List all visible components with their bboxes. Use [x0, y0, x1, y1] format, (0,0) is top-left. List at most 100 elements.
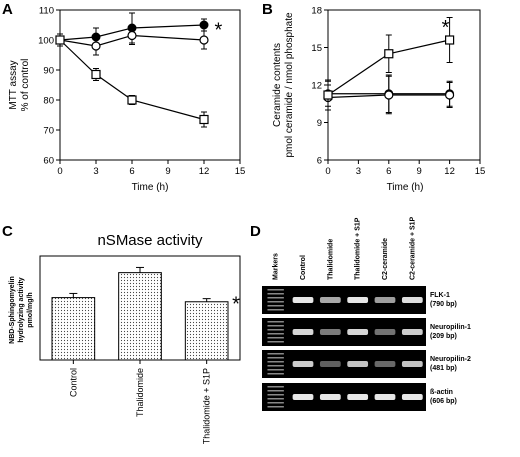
b-series-2-point-2 — [445, 35, 455, 45]
gel-row-0-band-0 — [292, 297, 314, 303]
b-series-2-point-0 — [323, 90, 333, 100]
a-series-1-point-2 — [127, 30, 137, 41]
a-series-2-point-3 — [199, 114, 209, 125]
a-series-2-point-0 — [55, 35, 65, 45]
gel-row-1-ladder-5 — [267, 341, 284, 343]
gel-row-3-ladder-4 — [267, 402, 284, 404]
gel-row-1-band-4 — [401, 329, 423, 335]
gel-row-1-size: (209 bp) — [430, 333, 457, 340]
gel-row-1-band-3 — [374, 329, 396, 335]
b-series-2-point-1 — [384, 49, 394, 59]
gel-row-3-size: (606 bp) — [430, 398, 457, 405]
a-ytick-label-1: 70 — [43, 126, 54, 137]
c-bar-2 — [184, 301, 229, 361]
gel-row-3-band-3 — [374, 394, 396, 400]
panel-label-d: D — [250, 223, 261, 240]
gel-row-3-ladder-1 — [267, 390, 284, 392]
chart-a-plot: 60 70 80 90 100 110 0 3 6 9 12 15 — [38, 6, 245, 178]
gel-lane-label-1: Control — [300, 255, 307, 280]
gel-row-2-ladder-3 — [267, 365, 284, 367]
gel-row-3-ladder-0 — [267, 386, 284, 388]
chart-c-title: nSMase activity — [97, 232, 203, 249]
b-xtick-label-2: 6 — [386, 166, 391, 177]
gel-row-2-ladder-1 — [267, 357, 284, 359]
c-category-label-0: Control — [68, 368, 78, 397]
b-xtick-label-0: 0 — [325, 166, 330, 177]
gel-row-3-ladder-3 — [267, 398, 284, 400]
a-series-1-line — [59, 34, 205, 47]
gel-row-2-band-2 — [347, 361, 369, 367]
a-series-1-point-3 — [199, 35, 209, 45]
gel-lane-label-3: Thalidomide + S1P — [355, 217, 362, 280]
a-ytick-label-4: 100 — [38, 36, 54, 47]
gel-row-0-ladder-0 — [267, 289, 284, 291]
chart-c-plot: Control Thalidomide Thalidomide + S1P — [39, 255, 241, 444]
a-xtick-label-5: 15 — [235, 166, 246, 177]
chart-c: nSMase activity Control Thalidomide Thalid… — [9, 232, 241, 444]
panel-label-c: C — [2, 223, 13, 240]
c-bar-0 — [51, 297, 96, 361]
chart-b-ylabel-line-2: pmol ceramide / nmol phosphate — [284, 12, 295, 158]
chart-b-ylabel-line-1: Ceramide contents — [272, 43, 283, 127]
chart-c-ylabel-line-3: pmol/mg/h — [27, 292, 34, 327]
gel-row-2-panel — [262, 350, 426, 378]
b-series-1-point-1 — [384, 90, 394, 100]
chart-c-ylabel-line-2: hydrolyzing activity — [18, 277, 25, 342]
a-ytick-label-0: 60 — [43, 156, 54, 167]
gel-row-0-label: FLK-1 — [430, 292, 450, 299]
gel-lane-label-0: Markers — [273, 253, 280, 280]
b-xtick-label-3: 9 — [417, 166, 422, 177]
gel-row-0-ladder-5 — [267, 309, 284, 311]
gel-row-3-ladder-2 — [267, 394, 284, 396]
gel-row-3-ladder-5 — [267, 406, 284, 408]
gel-row-0-band-1 — [319, 297, 341, 303]
gel-row-1-band-2 — [347, 329, 369, 335]
gel-row-1-ladder-3 — [267, 333, 284, 335]
c-category-label-2: Thalidomide + S1P — [202, 368, 212, 444]
b-ytick-label-0: 6 — [317, 156, 322, 167]
gel-row-0-band-3 — [374, 297, 396, 303]
chart-a-annotation: * — [215, 20, 223, 42]
b-xtick-label-4: 12 — [444, 166, 455, 177]
a-ytick-label-3: 90 — [43, 66, 54, 77]
chart-c-ylabel-line-1: NBD-Sphingomyelin — [9, 276, 16, 344]
a-series-0-point-3 — [199, 20, 209, 30]
gel-row-1-label: Neuropilin-1 — [430, 324, 471, 331]
chart-a-ylabel-line-2: % of control — [20, 59, 31, 112]
a-series-1-point-1 — [91, 41, 101, 51]
gel-lane-label-4: C2-ceramide — [382, 238, 389, 280]
gel-row-0-size: (790 bp) — [430, 301, 457, 308]
gel-row-0-ladder-2 — [267, 297, 284, 299]
gel-row-0-ladder-4 — [267, 305, 284, 307]
a-series-2-point-1 — [91, 69, 101, 80]
b-frame — [327, 9, 481, 161]
chart-b-plot: 6 9 12 15 18 0 3 6 9 12 15 — [311, 6, 485, 178]
gel-row-2-band-1 — [319, 361, 341, 367]
a-xtick-label-3: 9 — [165, 166, 170, 177]
gel-row-2-size: (481 bp) — [430, 365, 457, 372]
a-xtick-label-0: 0 — [57, 166, 62, 177]
a-xtick-label-4: 12 — [199, 166, 210, 177]
gel-row-3-label: ß-actin — [430, 389, 453, 396]
gel-row-1-panel — [262, 318, 426, 346]
c-bar-1 — [118, 272, 162, 361]
gel-row-0-ladder-1 — [267, 293, 284, 295]
a-ytick-label-5: 110 — [39, 6, 54, 17]
gel-lane-label-5: C2-ceramide + S1P — [409, 216, 416, 280]
gel-row-0-band-2 — [347, 297, 369, 303]
chart-b-xlabel: Time (h) — [387, 182, 424, 193]
gel-row-2-ladder-2 — [267, 361, 284, 363]
gel-row-0-band-4 — [401, 297, 423, 303]
gel-row-2-ladder-4 — [267, 369, 284, 371]
gel-row-0-panel — [262, 286, 426, 314]
gel-row-1-ladder-1 — [267, 325, 284, 327]
b-series-1-point-2 — [445, 90, 455, 100]
a-frame — [59, 9, 241, 161]
gel-row-2-band-4 — [401, 361, 423, 367]
panel-label-a: A — [2, 1, 13, 18]
gel-row-1-band-1 — [319, 329, 341, 335]
a-xtick-label-1: 3 — [93, 166, 98, 177]
gel-row-3-band-0 — [292, 394, 314, 400]
gel-row-2-band-3 — [374, 361, 396, 367]
